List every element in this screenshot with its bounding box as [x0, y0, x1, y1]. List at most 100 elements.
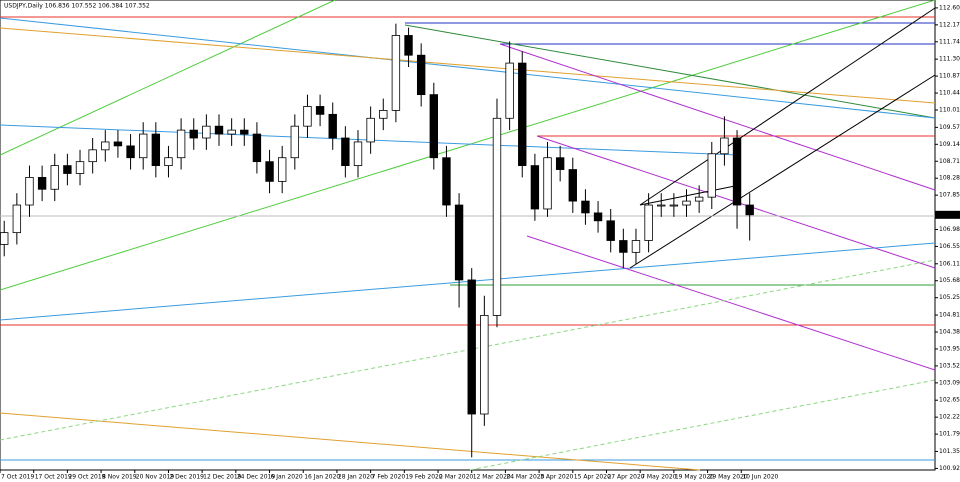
y-tick-label: 106.110: [939, 260, 960, 267]
x-tick-label: 17 Oct 2019: [35, 474, 72, 481]
candle-body: [227, 129, 236, 135]
candle-body: [240, 129, 249, 135]
y-tick-label: 109.140: [939, 141, 960, 148]
candle-body: [593, 212, 603, 222]
candle-body: [139, 133, 148, 159]
candle-body: [442, 157, 451, 206]
candle-body: [606, 220, 615, 241]
y-tick-label: 112.600: [939, 4, 960, 11]
candle-body: [745, 204, 754, 216]
candle-body: [391, 35, 401, 111]
x-tick-label: 29 May 2020: [709, 474, 748, 481]
y-tick-label: 108.280: [939, 175, 960, 182]
candle-body: [341, 137, 350, 167]
x-tick-label: 19 Feb 2020: [405, 474, 443, 481]
x-tick-label: 16 Jan 2020: [304, 474, 340, 481]
trend-line: [0, 242, 936, 321]
candle-body: [353, 141, 363, 167]
y-tick-label: 105.680: [939, 277, 960, 284]
candle-body: [454, 204, 464, 281]
x-tick-label: 15 Apr 2020: [574, 474, 611, 481]
y-tick-label: 101.350: [939, 448, 960, 455]
candle-body: [328, 113, 337, 139]
trend-line: [0, 27, 936, 104]
x-tick-label: 19 May 2020: [675, 474, 714, 481]
candle-body: [290, 125, 300, 159]
candle-body: [214, 125, 224, 135]
x-tick-label: 24 Dec 2019: [237, 474, 276, 481]
candle-body: [518, 62, 527, 167]
candle-body: [619, 240, 628, 253]
candle-body: [429, 94, 438, 159]
candle-body: [720, 137, 729, 155]
candle-body: [644, 204, 653, 241]
candle-body: [101, 141, 110, 151]
trend-line: [639, 184, 741, 206]
y-tick-label: 111.300: [939, 56, 960, 63]
y-tick-label: 110.010: [939, 107, 960, 114]
y-tick-label: 104.810: [939, 312, 960, 319]
candle-body: [694, 196, 704, 202]
candle-body: [0, 232, 9, 245]
y-tick-label: 109.570: [939, 124, 960, 131]
trend-line: [404, 24, 936, 119]
y-tick-label: 107.850: [939, 192, 960, 199]
candle-body: [707, 153, 716, 198]
candle-body: [88, 149, 97, 163]
candle-body: [505, 62, 514, 119]
candle-body: [126, 145, 135, 159]
plot-frame: [0, 0, 936, 471]
candle-body: [581, 200, 590, 214]
candle-body: [404, 35, 413, 56]
candle-body: [164, 157, 173, 167]
candle-body: [12, 204, 22, 234]
x-tick-label: 6 Jan 2020: [271, 474, 303, 481]
y-tick-label: 104.380: [939, 328, 960, 335]
trend-line: [0, 17, 936, 119]
candle-body: [657, 204, 666, 207]
x-tick-label: 2 Dec 2019: [169, 474, 204, 481]
trend-line: [0, 412, 701, 471]
trend-line: [629, 74, 936, 269]
x-tick-label: 7 Feb 2020: [372, 474, 406, 481]
candle-body: [252, 133, 262, 163]
y-tick-label: 103.520: [939, 362, 960, 369]
candle-body: [265, 161, 274, 182]
x-tick-label: 3 Apr 2020: [540, 474, 573, 481]
candle-body: [467, 279, 476, 415]
trend-line: [0, 0, 936, 291]
candle-body: [113, 141, 123, 147]
chart-title: USDJPY,Daily 106.836 107.552 106.384 107…: [4, 3, 150, 10]
candle-body: [530, 165, 540, 210]
x-tick-label: 28 Jan 2020: [338, 474, 374, 481]
candle-body: [189, 129, 198, 139]
y-tick-label: 101.790: [939, 431, 960, 438]
candle-body: [568, 169, 577, 202]
y-tick-label: 103.090: [939, 379, 960, 386]
y-tick-label: 100.920: [939, 465, 960, 472]
trend-line: [0, 259, 936, 441]
candle-body: [669, 204, 679, 207]
candle-body: [50, 165, 59, 190]
y-tick-label: 106.550: [939, 243, 960, 250]
x-tick-label: 10 Jun 2020: [742, 474, 778, 481]
y-tick-label: 110.440: [939, 90, 960, 97]
candle-body: [631, 240, 641, 253]
candle-body: [416, 54, 426, 96]
x-tick-label: 24 Mar 2020: [506, 474, 544, 481]
y-tick-label: 108.710: [939, 158, 960, 165]
x-tick-label: 7 May 2020: [641, 474, 676, 481]
candle-body: [480, 315, 489, 415]
candle-body: [37, 177, 47, 190]
y-tick-label: 106.980: [939, 226, 960, 233]
x-tick-label: 2 Mar 2020: [439, 474, 473, 481]
candle-body: [75, 161, 85, 174]
trend-line: [499, 43, 936, 191]
y-tick-label: 112.170: [939, 21, 960, 28]
y-tick-label: 102.220: [939, 414, 960, 421]
candle-body: [366, 117, 375, 143]
candle-body: [277, 157, 287, 182]
candle-body: [492, 117, 502, 316]
x-tick-label: 27 Apr 2020: [607, 474, 644, 481]
candle-body: [176, 129, 186, 159]
